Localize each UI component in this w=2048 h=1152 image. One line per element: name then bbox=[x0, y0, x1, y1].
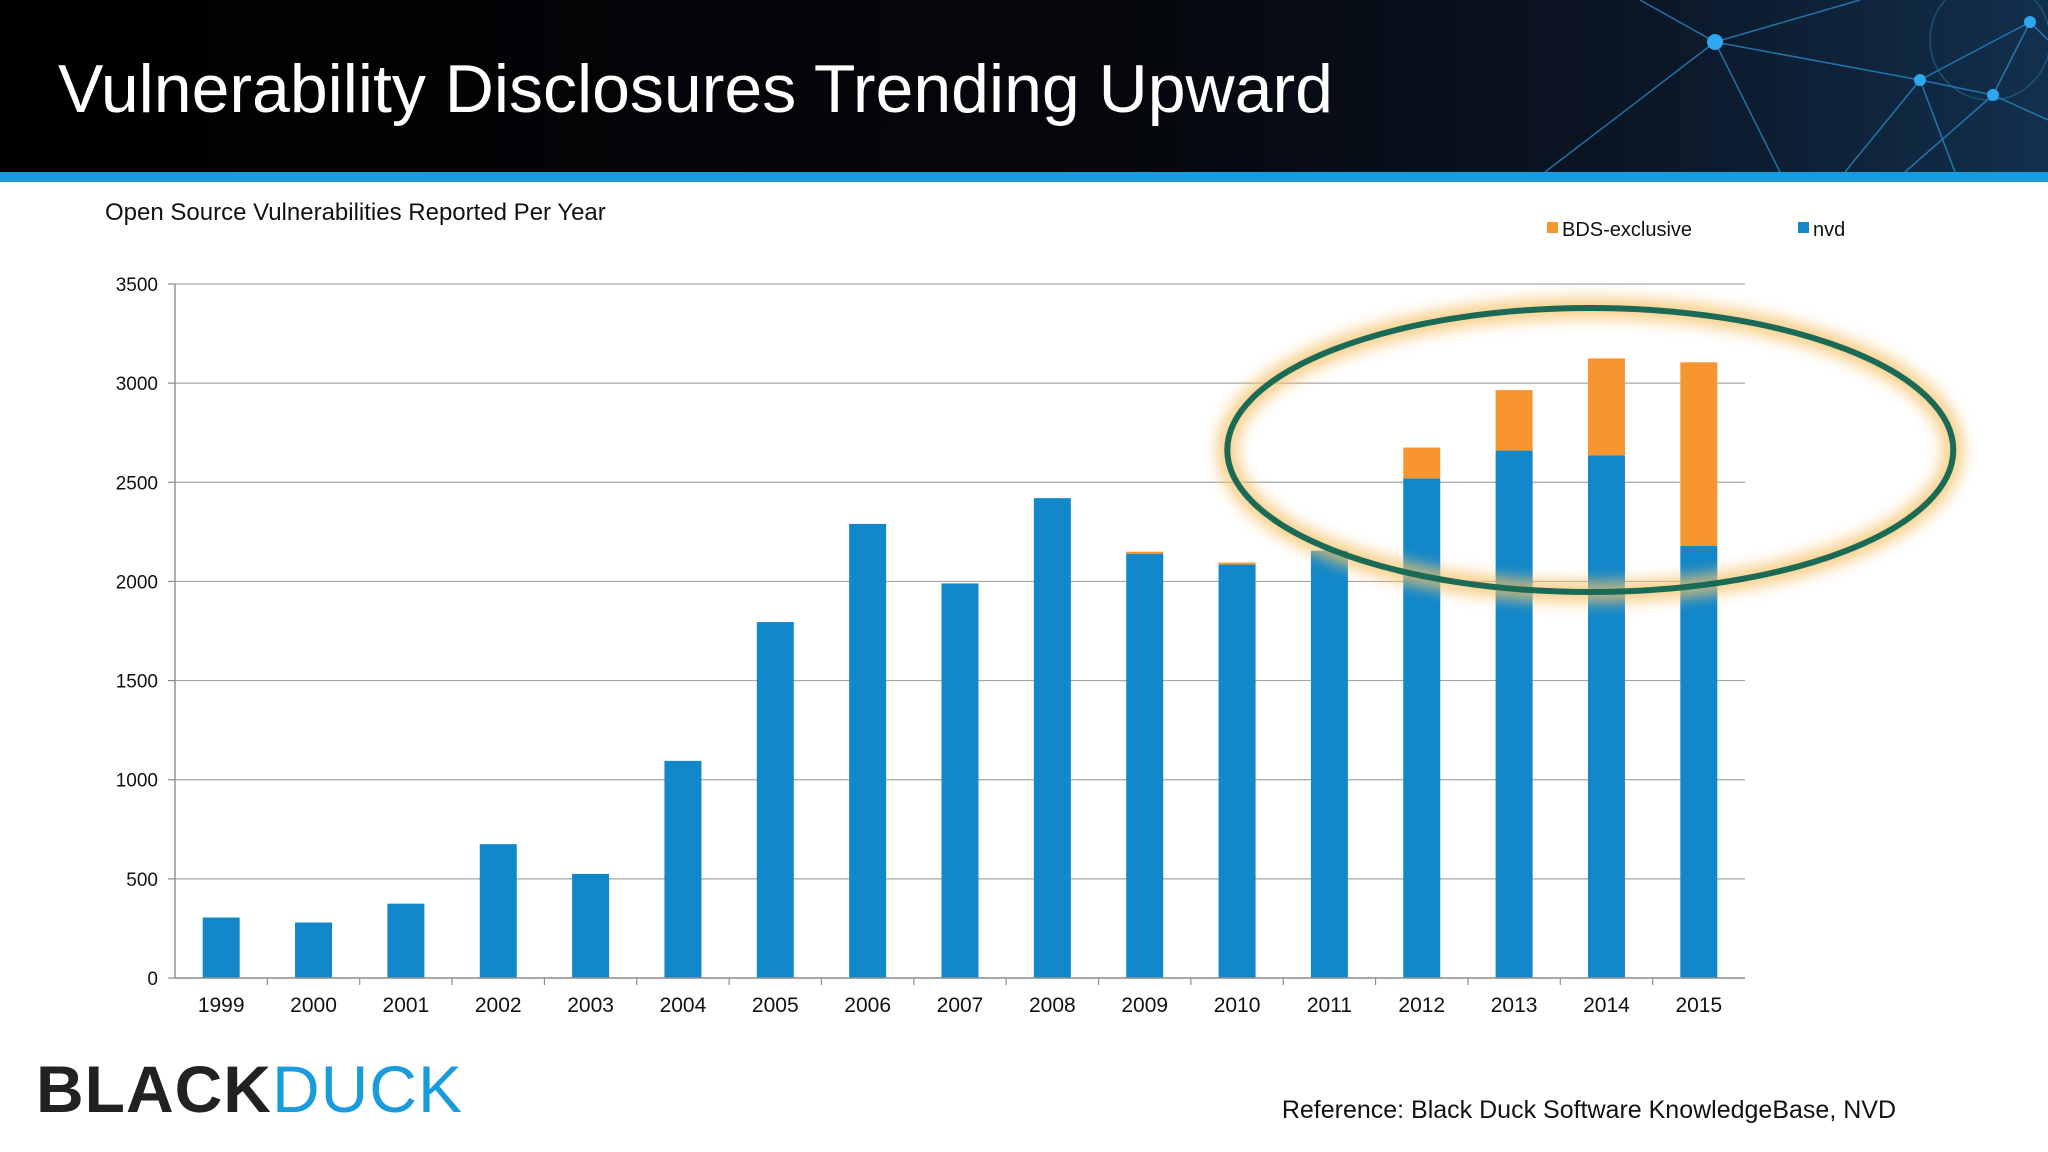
bar-nvd-2006 bbox=[849, 523, 887, 978]
x-tick-label: 2009 bbox=[1121, 994, 1168, 1017]
legend-swatch-nvd bbox=[1798, 222, 1809, 233]
y-tick-label: 500 bbox=[126, 870, 158, 891]
bar-nvd-2004 bbox=[664, 760, 702, 978]
bar-nvd-2005 bbox=[756, 622, 794, 978]
bar-nvd-2009 bbox=[1126, 553, 1164, 978]
y-tick-label: 1000 bbox=[116, 771, 158, 792]
bar-nvd-2007 bbox=[941, 583, 979, 978]
bar-nvd-1999 bbox=[202, 917, 240, 978]
y-tick-label: 1500 bbox=[116, 672, 158, 693]
network-graphic bbox=[1544, 0, 2048, 172]
bar-nvd-2014 bbox=[1587, 455, 1625, 978]
x-tick-label: 2006 bbox=[844, 994, 891, 1017]
bars bbox=[202, 358, 1718, 978]
y-axis-ticks: 0 500 1000 1500 2000 2500 3000 3500 bbox=[116, 275, 175, 990]
bar-bds-exclusive-2010 bbox=[1218, 562, 1256, 565]
x-tick-label: 2007 bbox=[937, 994, 984, 1017]
header-accent-stripe bbox=[0, 172, 2048, 182]
x-tick-label: 2015 bbox=[1675, 994, 1722, 1017]
x-tick-label: 2000 bbox=[290, 994, 337, 1017]
bar-nvd-2008 bbox=[1033, 498, 1071, 978]
legend-label-bds-exclusive: BDS-exclusive bbox=[1562, 219, 1692, 241]
header-banner: Vulnerability Disclosures Trending Upwar… bbox=[0, 0, 2048, 172]
x-tick-label: 2004 bbox=[660, 994, 707, 1017]
bar-nvd-2001 bbox=[387, 903, 425, 978]
x-tick-label: 2008 bbox=[1029, 994, 1076, 1017]
logo-duck: DUCK bbox=[271, 1052, 463, 1126]
x-tick-label: 2005 bbox=[752, 994, 799, 1017]
x-tick-label: 2012 bbox=[1398, 994, 1445, 1017]
bar-nvd-2015 bbox=[1680, 545, 1718, 978]
x-axis-ticks: 1999 2000 2001 2002 2003 2004 2005 2006 2007 2008… bbox=[198, 978, 1722, 1017]
bar-nvd-2013 bbox=[1495, 450, 1533, 978]
x-tick-label: 2014 bbox=[1583, 994, 1630, 1017]
bar-nvd-2011 bbox=[1310, 550, 1348, 978]
reference-note: Reference: Black Duck Software Knowledge… bbox=[1281, 1096, 1896, 1124]
x-tick-label: 2001 bbox=[383, 994, 430, 1017]
highlight-annotation bbox=[1216, 297, 1965, 603]
y-tick-label: 3000 bbox=[116, 374, 158, 395]
legend-swatch-bds-exclusive bbox=[1547, 222, 1558, 233]
x-tick-label: 2002 bbox=[475, 994, 522, 1017]
y-tick-label: 2000 bbox=[116, 572, 158, 593]
bar-bds-exclusive-2015 bbox=[1680, 362, 1718, 546]
x-tick-label: 2010 bbox=[1214, 994, 1261, 1017]
x-tick-label: 2011 bbox=[1307, 994, 1352, 1017]
y-tick-label: 3500 bbox=[116, 275, 158, 296]
bar-nvd-2000 bbox=[295, 922, 333, 978]
legend-label-nvd: nvd bbox=[1813, 219, 1845, 241]
highlight-ellipse bbox=[1224, 305, 1957, 595]
chart-title: Open Source Vulnerabilities Reported Per… bbox=[105, 199, 606, 226]
y-tick-label: 0 bbox=[147, 969, 158, 990]
x-tick-label: 2003 bbox=[567, 994, 614, 1017]
bar-nvd-2010 bbox=[1218, 564, 1256, 978]
bar-bds-exclusive-2012 bbox=[1403, 447, 1441, 479]
bar-bds-exclusive-2014 bbox=[1587, 358, 1625, 456]
bar-bds-exclusive-2013 bbox=[1495, 390, 1533, 451]
x-tick-label: 2013 bbox=[1491, 994, 1538, 1017]
bar-nvd-2012 bbox=[1403, 478, 1441, 978]
legend: BDS-exclusive nvd bbox=[1547, 219, 1845, 241]
bar-bds-exclusive-2009 bbox=[1126, 551, 1164, 554]
bar-nvd-2003 bbox=[572, 873, 610, 978]
y-tick-label: 2500 bbox=[116, 473, 158, 494]
axes bbox=[174, 284, 1745, 979]
x-tick-label: 1999 bbox=[198, 994, 245, 1017]
bar-nvd-2002 bbox=[479, 844, 517, 978]
blackduck-logo: BLACKDUCK bbox=[36, 1048, 463, 1130]
slide-title: Vulnerability Disclosures Trending Upwar… bbox=[58, 51, 1333, 127]
logo-black: BLACK bbox=[36, 1052, 272, 1126]
